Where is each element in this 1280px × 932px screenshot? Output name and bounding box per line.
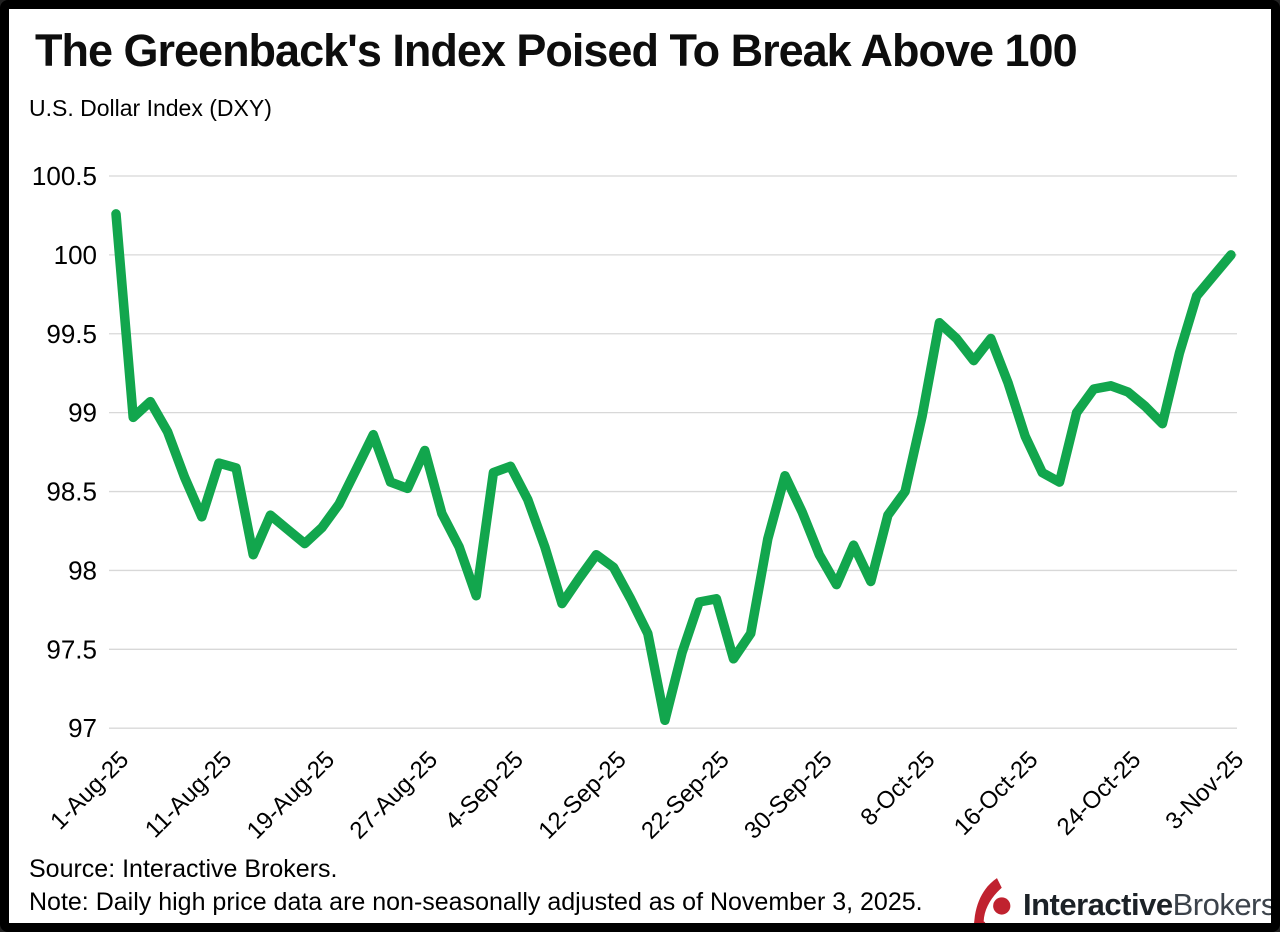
dxy-series-line: [111, 209, 1236, 726]
y-tick-label: 98.5: [46, 477, 97, 507]
y-tick-label: 99: [68, 398, 97, 428]
interactive-brokers-wordmark: InteractiveBrokers: [1023, 887, 1276, 923]
x-tick-label: 1-Aug-25: [45, 746, 134, 835]
x-axis-tick-labels: 1-Aug-25 11-Aug-25 19-Aug-25 27-Aug-254-Sep…: [45, 746, 1249, 844]
x-tick-label: 16-Oct-25: [949, 746, 1044, 841]
y-tick-label: 97: [68, 713, 97, 743]
page-title: The Greenback's Index Poised To Break Ab…: [35, 25, 1078, 76]
y-tick-label: 97.5: [46, 634, 97, 664]
y-tick-label: 99.5: [46, 319, 97, 349]
y-tick-label: 98: [68, 555, 97, 585]
source-note: Source: Interactive Brokers.: [29, 855, 338, 883]
x-tick-label: 11-Aug-25: [140, 746, 237, 843]
x-tick-label: 12-Sep-25: [533, 746, 631, 844]
y-tick-label: 100: [54, 240, 97, 270]
y-tick-label: 100.5: [32, 161, 97, 191]
wordmark-interactive: Interactive: [1023, 887, 1173, 922]
x-tick-label: 27-Aug-25: [345, 746, 443, 844]
chart-subtitle: U.S. Dollar Index (DXY): [29, 95, 272, 121]
x-tick-label: 19-Aug-25: [242, 746, 340, 844]
interactive-brokers-logo: InteractiveBrokers: [973, 877, 1276, 923]
interactive-brokers-mark-icon: [974, 878, 1011, 923]
data-note: Note: Daily high price data are non-seas…: [29, 888, 923, 916]
x-tick-label: 3-Nov-25: [1160, 746, 1249, 835]
gridlines: [109, 175, 1237, 729]
chart-footer: Source: Interactive Brokers. Note: Daily…: [29, 853, 979, 919]
dxy-line-chart: 100.5 100 99.5 99 98.5 98 97.5 97 1-Aug-25 11-Au…: [32, 161, 1249, 844]
x-tick-label: 8-Oct-25: [855, 746, 940, 831]
x-tick-label: 4-Sep-25: [440, 746, 529, 835]
x-tick-label: 24-Oct-25: [1052, 746, 1147, 841]
y-axis-tick-labels: 100.5 100 99.5 99 98.5 98 97.5 97: [32, 161, 97, 743]
wordmark-brokers: Brokers: [1172, 887, 1276, 922]
x-tick-label: 30-Sep-25: [739, 746, 837, 844]
x-tick-label: 22-Sep-25: [636, 746, 734, 844]
